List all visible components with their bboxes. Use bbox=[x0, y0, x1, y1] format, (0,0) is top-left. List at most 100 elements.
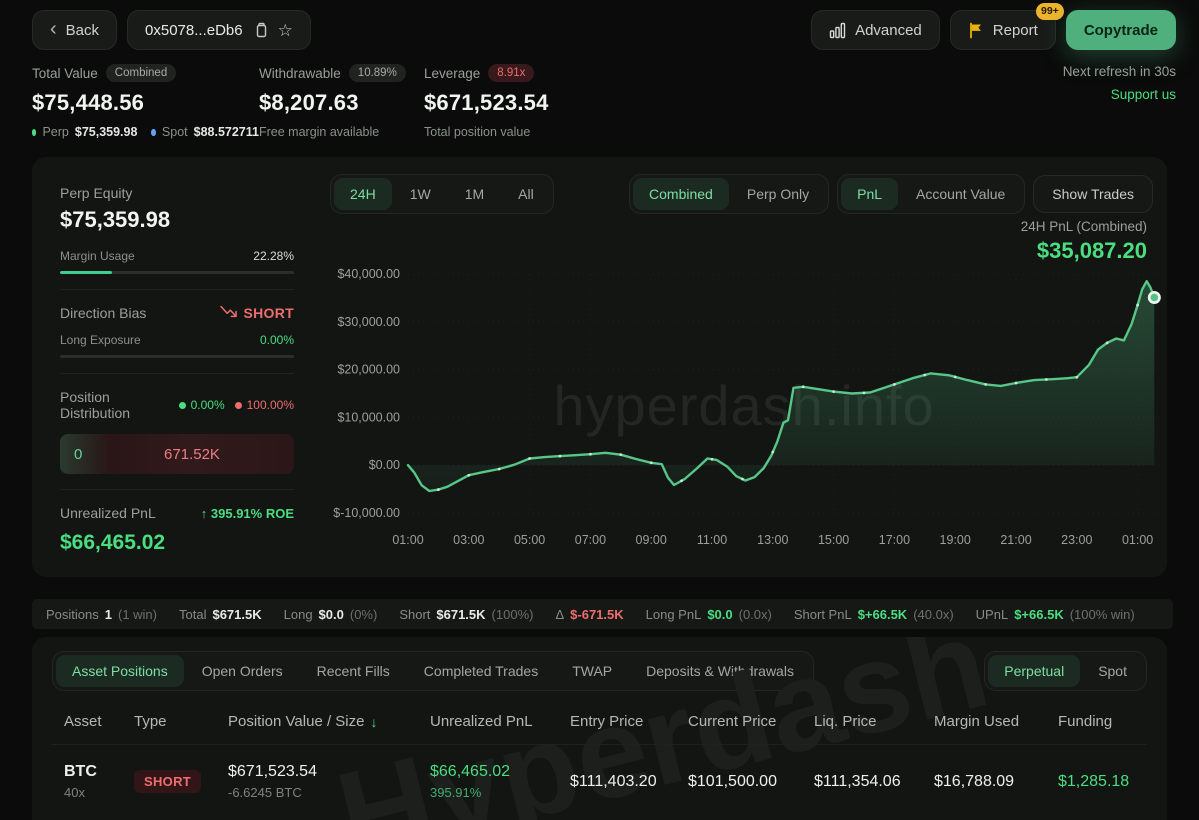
long-exposure-bar bbox=[60, 355, 294, 358]
tab-mode-pnl[interactable]: PnL bbox=[841, 178, 899, 210]
show-trades-button[interactable]: Show Trades bbox=[1033, 175, 1153, 213]
x-tick-label: 21:00 bbox=[1000, 533, 1031, 547]
summary-label: Total bbox=[179, 606, 207, 622]
address-text: 0x5078...eDb6 bbox=[145, 21, 243, 39]
support-us-link[interactable]: Support us bbox=[1110, 87, 1176, 102]
summary-extra: (100%) bbox=[491, 606, 534, 622]
copytrade-button[interactable]: Copytrade bbox=[1065, 10, 1176, 50]
column-header-label: Margin Used bbox=[934, 713, 1020, 730]
funding: $1,285.18 bbox=[1058, 772, 1130, 790]
advanced-button[interactable]: Advanced bbox=[811, 10, 940, 50]
summary-label: Positions bbox=[46, 606, 99, 622]
summary-value: $0.0 bbox=[707, 606, 733, 622]
long-pct: 0.00% bbox=[190, 398, 225, 412]
tab-source-combined[interactable]: Combined bbox=[633, 178, 729, 210]
back-label: Back bbox=[65, 21, 100, 39]
positions-tabs: Asset Positions Open Orders Recent Fills Co… bbox=[52, 651, 814, 691]
summary-item-total: Total $671.5K bbox=[179, 607, 262, 622]
market-tabs: Perpetual Spot bbox=[984, 651, 1147, 691]
tab-range-24h[interactable]: 24H bbox=[334, 178, 392, 210]
trending-down-icon bbox=[219, 305, 238, 321]
margin-usage-bar bbox=[60, 271, 294, 274]
sort-desc-icon: ↓ bbox=[370, 713, 378, 730]
column-header-asset[interactable]: Asset bbox=[64, 713, 134, 730]
table-cell: $1,285.18 bbox=[1058, 773, 1147, 791]
address-pill[interactable]: 0x5078...eDb6 ☆ bbox=[127, 10, 311, 50]
summary-extra: (40.0x) bbox=[913, 606, 954, 622]
y-tick-label: $20,000.00 bbox=[337, 363, 400, 377]
table-cell: BTC 40x bbox=[64, 763, 134, 800]
table-header-row: Asset Type Position Value / Size ↓ Unrealize… bbox=[52, 697, 1147, 745]
unrealized-pnl: $66,465.02 bbox=[430, 763, 511, 780]
star-icon[interactable]: ☆ bbox=[277, 20, 293, 40]
column-header-type[interactable]: Type bbox=[134, 713, 228, 730]
table-row[interactable]: BTC 40x SHORT $671,523.54 -6.6245 BTC $66,465… bbox=[52, 745, 1147, 816]
x-tick-label: 05:00 bbox=[514, 533, 545, 547]
spot-dot-icon bbox=[151, 128, 156, 136]
short-pct: 100.00% bbox=[246, 398, 294, 412]
tab-deposits-withdrawals[interactable]: Deposits & Withdrawals bbox=[630, 655, 810, 687]
equity-chart-panel: Perp Equity $75,359.98 Margin Usage 22.2… bbox=[32, 157, 1167, 577]
column-header-funding[interactable]: Funding bbox=[1058, 713, 1147, 730]
tab-market-perpetual[interactable]: Perpetual bbox=[988, 655, 1081, 687]
back-button[interactable]: ‹ Back bbox=[32, 10, 118, 50]
column-header-liq-price[interactable]: Liq. Price bbox=[814, 713, 934, 730]
x-tick-label: 17:00 bbox=[879, 533, 910, 547]
tab-range-all[interactable]: All bbox=[502, 178, 550, 210]
spot-label: Spot bbox=[161, 125, 188, 139]
positions-summary-bar: Positions 1 (1 win) Total $671.5K Long $0.0 (0%… bbox=[32, 599, 1173, 629]
summary-extra: (1 win) bbox=[117, 606, 157, 622]
summary-item-short-pnl: Short PnL $+66.5K (40.0x) bbox=[794, 607, 954, 622]
column-header-label: Liq. Price bbox=[814, 713, 877, 730]
leverage-label: Leverage bbox=[424, 65, 481, 81]
summary-value: $+66.5K bbox=[857, 606, 908, 622]
tab-recent-fills[interactable]: Recent Fills bbox=[301, 655, 406, 687]
position-distribution-bar: 671.52K 0 bbox=[60, 434, 294, 474]
summary-extra: (0.0x) bbox=[738, 606, 772, 622]
bar-chart-icon bbox=[829, 22, 846, 39]
position-distribution-label: Position Distribution bbox=[60, 389, 131, 421]
column-header-position-value-size[interactable]: Position Value / Size ↓ bbox=[228, 713, 430, 730]
tab-open-orders[interactable]: Open Orders bbox=[186, 655, 299, 687]
tab-twap[interactable]: TWAP bbox=[556, 655, 628, 687]
x-tick-label: 23:00 bbox=[1061, 533, 1092, 547]
tab-market-spot[interactable]: Spot bbox=[1082, 655, 1143, 687]
perp-dot-icon bbox=[32, 128, 37, 136]
direction-bias-value: SHORT bbox=[243, 305, 294, 321]
column-header-entry-price[interactable]: Entry Price bbox=[570, 713, 688, 730]
tab-completed-trades[interactable]: Completed Trades bbox=[408, 655, 554, 687]
column-header-label: Asset bbox=[64, 713, 102, 730]
source-tabs: Combined Perp Only bbox=[629, 174, 830, 214]
chart-pnl-label: 24H PnL (Combined) bbox=[1020, 219, 1147, 234]
time-range-tabs: 24H 1W 1M All bbox=[330, 174, 554, 214]
roe-percent: 395.91% bbox=[430, 785, 482, 800]
summary-item-upnl: UPnL $+66.5K (100% win) bbox=[976, 607, 1135, 622]
tab-source-perp-only[interactable]: Perp Only bbox=[731, 178, 825, 210]
y-tick-label: $30,000.00 bbox=[337, 315, 400, 329]
summary-label: Long PnL bbox=[645, 606, 702, 622]
column-header-current-price[interactable]: Current Price bbox=[688, 713, 814, 730]
margin-usage-value: 22.28% bbox=[253, 249, 294, 263]
tab-asset-positions[interactable]: Asset Positions bbox=[56, 655, 184, 687]
report-label: Report bbox=[992, 21, 1038, 39]
stat-leverage: Leverage 8.91x $671,523.54 Total positio… bbox=[424, 64, 549, 139]
summary-label: Long bbox=[283, 606, 313, 622]
tab-mode-account-value[interactable]: Account Value bbox=[900, 178, 1021, 210]
pnl-chart[interactable]: hyperdash.info$40,000.00$30,000.00$20,00… bbox=[332, 257, 1162, 557]
copy-icon[interactable] bbox=[253, 22, 268, 38]
entry-price: $111,403.20 bbox=[570, 772, 657, 790]
direction-bias-label: Direction Bias bbox=[60, 305, 147, 321]
summary-value: $+66.5K bbox=[1014, 606, 1064, 622]
advanced-label: Advanced bbox=[855, 21, 922, 39]
column-header-label: Position Value / Size bbox=[228, 713, 365, 730]
report-button[interactable]: Report 99+ bbox=[949, 3, 1064, 50]
perp-equity-label: Perp Equity bbox=[60, 185, 133, 201]
tab-range-1m[interactable]: 1M bbox=[449, 178, 500, 210]
x-tick-label: 19:00 bbox=[940, 533, 971, 547]
copytrade-label: Copytrade bbox=[1083, 21, 1158, 39]
column-header-margin-used[interactable]: Margin Used bbox=[934, 713, 1058, 730]
top-bar: ‹ Back 0x5078...eDb6 ☆ Advanced Report 9… bbox=[32, 3, 1176, 50]
column-header-unrealized-pnl[interactable]: Unrealized PnL bbox=[430, 713, 570, 730]
tab-range-1w[interactable]: 1W bbox=[394, 178, 447, 210]
y-tick-label: $0.00 bbox=[369, 458, 400, 472]
